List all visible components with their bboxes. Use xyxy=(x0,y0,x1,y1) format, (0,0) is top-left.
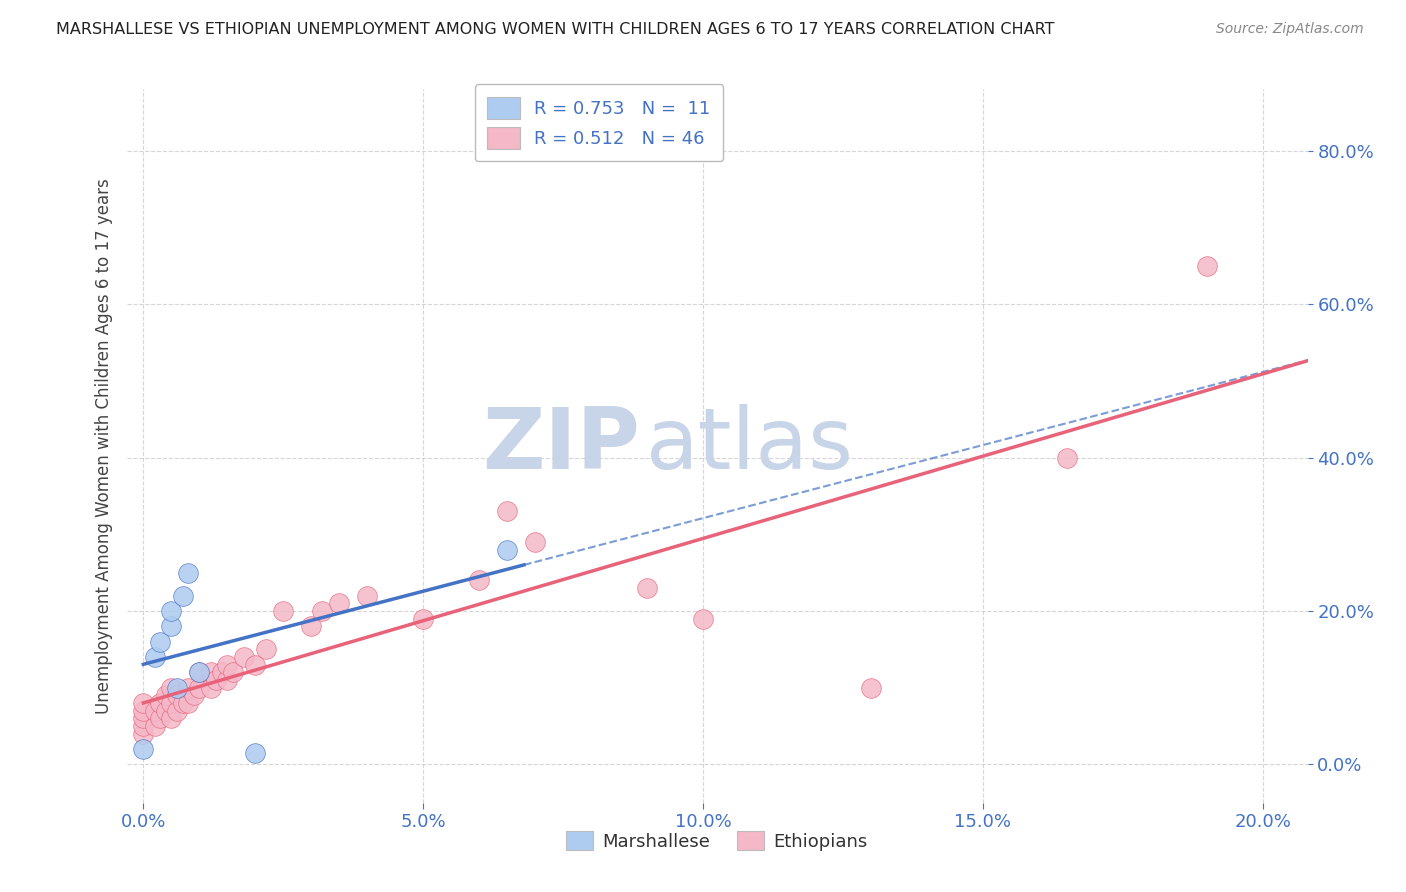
Point xyxy=(160,711,183,725)
Point xyxy=(132,711,155,725)
Point xyxy=(468,574,491,588)
Text: ZIP: ZIP xyxy=(482,404,640,488)
Point xyxy=(149,711,172,725)
Point xyxy=(217,657,239,672)
Legend: Marshallese, Ethiopians: Marshallese, Ethiopians xyxy=(560,824,875,858)
Point xyxy=(132,727,155,741)
Point xyxy=(132,696,155,710)
Point xyxy=(132,704,155,718)
Point xyxy=(217,673,239,687)
Point xyxy=(149,634,172,648)
Point xyxy=(311,604,333,618)
Point xyxy=(172,589,194,603)
Point xyxy=(256,642,278,657)
Point xyxy=(859,681,882,695)
Point xyxy=(692,612,714,626)
Text: Source: ZipAtlas.com: Source: ZipAtlas.com xyxy=(1216,22,1364,37)
Point xyxy=(211,665,233,680)
Point xyxy=(222,665,245,680)
Point xyxy=(188,665,211,680)
Text: atlas: atlas xyxy=(647,404,855,488)
Point xyxy=(149,696,172,710)
Point xyxy=(200,681,222,695)
Point xyxy=(132,742,155,756)
Point xyxy=(143,704,166,718)
Point xyxy=(200,665,222,680)
Point xyxy=(412,612,434,626)
Point xyxy=(1195,259,1218,273)
Point xyxy=(271,604,294,618)
Point xyxy=(177,696,200,710)
Point xyxy=(166,689,188,703)
Point xyxy=(177,681,200,695)
Point xyxy=(160,604,183,618)
Point xyxy=(356,589,378,603)
Point xyxy=(155,704,177,718)
Point xyxy=(245,657,267,672)
Point xyxy=(183,689,205,703)
Point xyxy=(205,673,228,687)
Point xyxy=(132,719,155,733)
Point xyxy=(328,596,350,610)
Point xyxy=(245,746,267,760)
Point xyxy=(160,681,183,695)
Point xyxy=(155,689,177,703)
Point xyxy=(143,719,166,733)
Point xyxy=(188,665,211,680)
Point xyxy=(166,681,188,695)
Point xyxy=(172,696,194,710)
Point xyxy=(166,704,188,718)
Point xyxy=(160,619,183,633)
Point xyxy=(524,535,547,549)
Point xyxy=(143,650,166,665)
Point xyxy=(188,681,211,695)
Point xyxy=(160,696,183,710)
Text: MARSHALLESE VS ETHIOPIAN UNEMPLOYMENT AMONG WOMEN WITH CHILDREN AGES 6 TO 17 YEA: MARSHALLESE VS ETHIOPIAN UNEMPLOYMENT AM… xyxy=(56,22,1054,37)
Point xyxy=(1056,450,1078,465)
Point xyxy=(177,566,200,580)
Point xyxy=(299,619,322,633)
Point xyxy=(496,504,519,518)
Y-axis label: Unemployment Among Women with Children Ages 6 to 17 years: Unemployment Among Women with Children A… xyxy=(94,178,112,714)
Point xyxy=(636,581,658,595)
Point xyxy=(233,650,256,665)
Point xyxy=(496,542,519,557)
